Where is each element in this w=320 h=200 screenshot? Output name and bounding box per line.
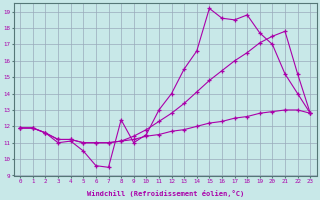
X-axis label: Windchill (Refroidissement éolien,°C): Windchill (Refroidissement éolien,°C) <box>87 190 244 197</box>
